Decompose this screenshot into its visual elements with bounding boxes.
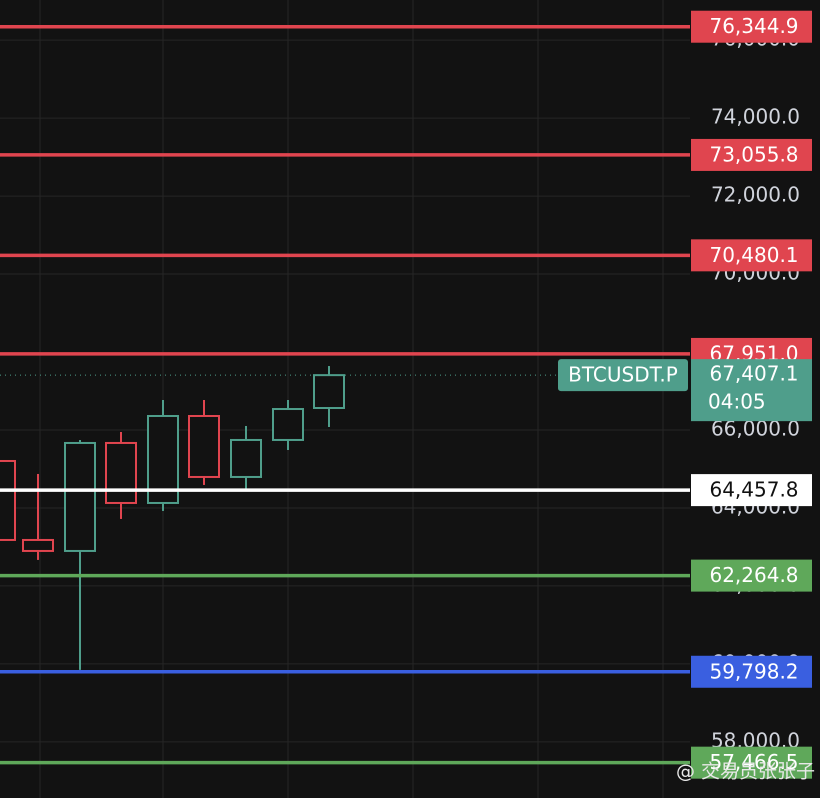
candle-body <box>188 414 220 478</box>
candle-body <box>64 441 96 552</box>
countdown-label: 04:05 <box>708 390 766 414</box>
price-level-label: 57,466.5 <box>709 750 798 774</box>
price-level-label: 70,480.1 <box>709 243 798 267</box>
last-price-badge <box>691 359 812 422</box>
symbol-label: BTCUSDT.P <box>568 363 678 387</box>
price-level-badge <box>691 474 812 507</box>
candle-body <box>22 538 54 552</box>
price-level-badge <box>691 239 812 272</box>
price-level-label: 76,344.9 <box>709 14 798 38</box>
candle-body <box>272 408 304 441</box>
price-level-badge <box>691 559 812 592</box>
price-level-badge <box>691 138 812 171</box>
price-level-label: 59,798.2 <box>709 659 798 683</box>
y-tick-label: 72,000.0 <box>711 183 800 207</box>
symbol-badge <box>558 359 688 392</box>
price-level-label: 73,055.8 <box>709 142 798 166</box>
last-price-label: 67,407.1 <box>709 362 798 386</box>
price-level-badge <box>691 10 812 43</box>
candle-body <box>0 459 16 541</box>
watermark: @ 交易员张张子 <box>676 761 815 783</box>
candle-body <box>313 374 345 410</box>
price-level-label: 64,457.8 <box>709 478 798 502</box>
price-level-badge <box>691 655 812 688</box>
price-level-label: 62,264.8 <box>709 563 798 587</box>
candle-body <box>105 441 137 504</box>
y-tick-label: 74,000.0 <box>711 105 800 129</box>
candle-body <box>230 438 262 478</box>
price-level-badge <box>691 746 812 779</box>
